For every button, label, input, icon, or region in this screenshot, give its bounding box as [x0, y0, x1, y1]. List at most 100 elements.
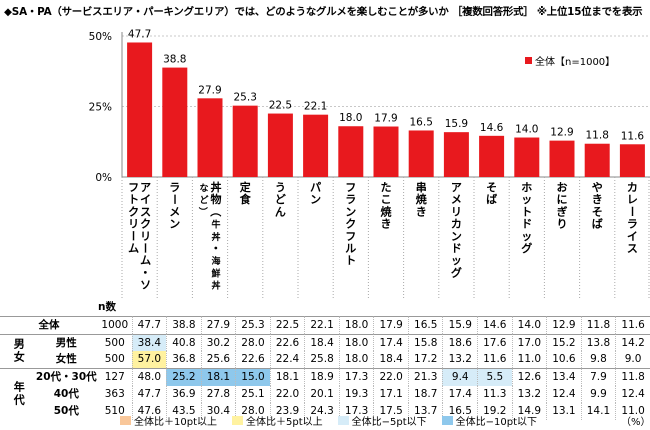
svg-text:そ: そ	[486, 181, 497, 194]
svg-text:定: 定	[240, 180, 251, 194]
svg-text:ラ: ラ	[627, 218, 638, 231]
svg-text:そ: そ	[592, 205, 603, 218]
svg-text:フ: フ	[128, 181, 139, 194]
table-cell: 18.1	[269, 368, 305, 386]
svg-text:物: 物	[211, 192, 222, 206]
svg-text:ル: ル	[345, 242, 356, 255]
table-row: 年代 20代・30代 127 48.0 25.2 18.1 15.0 18.1 18.9 17.3…	[0, 368, 650, 407]
table-header-row: n数	[0, 299, 650, 316]
table-cell: 13.7	[407, 402, 443, 420]
svg-text:ッ: ッ	[521, 230, 532, 243]
svg-text:ば: ば	[592, 217, 603, 231]
table-row: 40代 363 47.7 36.9 27.8 25.1 22.0 20.1 19.3 17.1 18…	[0, 385, 650, 403]
chart-title: ◆SA・PA（サービスエリア・パーキングエリア）では、どのようなグルメを楽しむこ…	[4, 6, 643, 18]
bar	[479, 135, 505, 177]
svg-text:リ: リ	[451, 205, 462, 218]
svg-text:ス: ス	[140, 205, 151, 218]
table-cell: 36.8	[166, 351, 201, 369]
table-cell: 40.8	[166, 333, 201, 352]
table-cell: 9.0	[615, 351, 650, 369]
data-label: 22.1	[304, 101, 327, 113]
data-label: 27.9	[198, 84, 221, 96]
table-cell: 10.6	[546, 351, 581, 369]
table-cell: 13.1	[546, 402, 581, 420]
table-cell: 12.4	[546, 385, 581, 403]
legend-swatch	[232, 416, 243, 425]
table-cell: 15.9	[442, 315, 478, 334]
svg-text:ク: ク	[128, 205, 139, 218]
bar	[373, 126, 399, 177]
highlight-legend-label: 全体比＋5pt以上	[246, 417, 323, 428]
bar	[338, 126, 364, 177]
table-cell: 12.9	[546, 315, 581, 334]
table-cell: 12.6	[511, 368, 547, 386]
svg-text:ッ: ッ	[521, 193, 532, 206]
table-cell: 30.4	[200, 402, 236, 420]
svg-text:ド: ド	[451, 242, 462, 255]
svg-text:リ: リ	[140, 230, 151, 243]
table-cell: 25.2	[166, 368, 201, 386]
svg-text:ト: ト	[345, 254, 356, 267]
y-tick-labels: 50% 25% 0%	[89, 31, 112, 184]
svg-text:丼: 丼	[211, 280, 220, 292]
svg-text:ー: ー	[127, 230, 140, 241]
svg-text:ば: ば	[486, 192, 497, 206]
svg-text:レ: レ	[627, 193, 638, 206]
table-row: 全体 1000 47.7 38.8 27.9 25.3 22.5 22.1 18.0 17.9 16…	[0, 315, 650, 334]
svg-text:・: ・	[139, 267, 152, 278]
bar	[162, 67, 188, 177]
svg-text:パ: パ	[310, 181, 321, 194]
row-label: 50代	[53, 404, 79, 417]
table-cell: 17.0	[511, 333, 547, 352]
bar	[303, 114, 329, 177]
table-cell: 18.0	[338, 333, 374, 352]
svg-text:き: き	[592, 193, 603, 206]
category-label: 定食	[240, 180, 252, 206]
svg-text:ン: ン	[310, 193, 321, 206]
n-value: 363	[104, 387, 125, 400]
table-cell: 15.0	[235, 368, 270, 386]
table-cell: 9.8	[580, 351, 616, 369]
table-row: 50代 510 47.6 43.5 30.4 28.0 23.9 24.3 17.3 17.5 13…	[0, 402, 650, 420]
table-cell: 27.8	[200, 385, 236, 403]
data-label: 14.0	[515, 124, 538, 136]
table-cell: 20.1	[304, 385, 339, 403]
svg-text:ア: ア	[451, 181, 462, 194]
table-cell: 11.8	[615, 368, 650, 386]
svg-text:な: な	[199, 183, 208, 194]
table-cell: 18.7	[407, 385, 443, 403]
svg-text:イ: イ	[627, 230, 638, 243]
row-label: 男性	[34, 333, 98, 352]
svg-text:ム: ム	[128, 242, 139, 255]
table-cell: 22.1	[304, 315, 339, 334]
table-cell: 18.0	[338, 351, 374, 369]
bar	[127, 42, 153, 178]
table-cell: 9.4	[442, 368, 478, 386]
table-cell: 25.8	[304, 351, 339, 369]
svg-text:カ: カ	[451, 218, 462, 231]
svg-text:串: 串	[416, 180, 427, 194]
table-cell: 47.7	[131, 315, 167, 334]
category-labels: アイスクリーム・ソフトクリームラーメン丼物（牛丼・海鮮丼など）定食うどんパンフラ…	[121, 177, 650, 298]
table-cell: 22.5	[269, 315, 305, 334]
svg-text:ン: ン	[345, 205, 356, 218]
data-label: 25.3	[234, 92, 257, 104]
row-label: 40代	[53, 387, 79, 400]
table-cell: 18.9	[304, 368, 339, 386]
bar	[443, 132, 469, 177]
table-cell: 14.1	[580, 402, 616, 420]
percent-unit: （%）	[621, 417, 650, 428]
table-cell: 11.6	[615, 315, 650, 334]
table-cell: 28.0	[235, 402, 270, 420]
row-label: 20代・30代	[34, 368, 98, 386]
data-label: 11.6	[621, 130, 645, 142]
legend-swatch	[525, 57, 532, 64]
highlight-legend-label: 全体比−10pt以下	[455, 417, 538, 428]
table-cell: 17.5	[373, 402, 408, 420]
table-cell: 22.0	[269, 385, 305, 403]
table-cell: 17.3	[338, 368, 374, 386]
highlight-legend-item: 全体比−10pt以下	[441, 413, 538, 428]
